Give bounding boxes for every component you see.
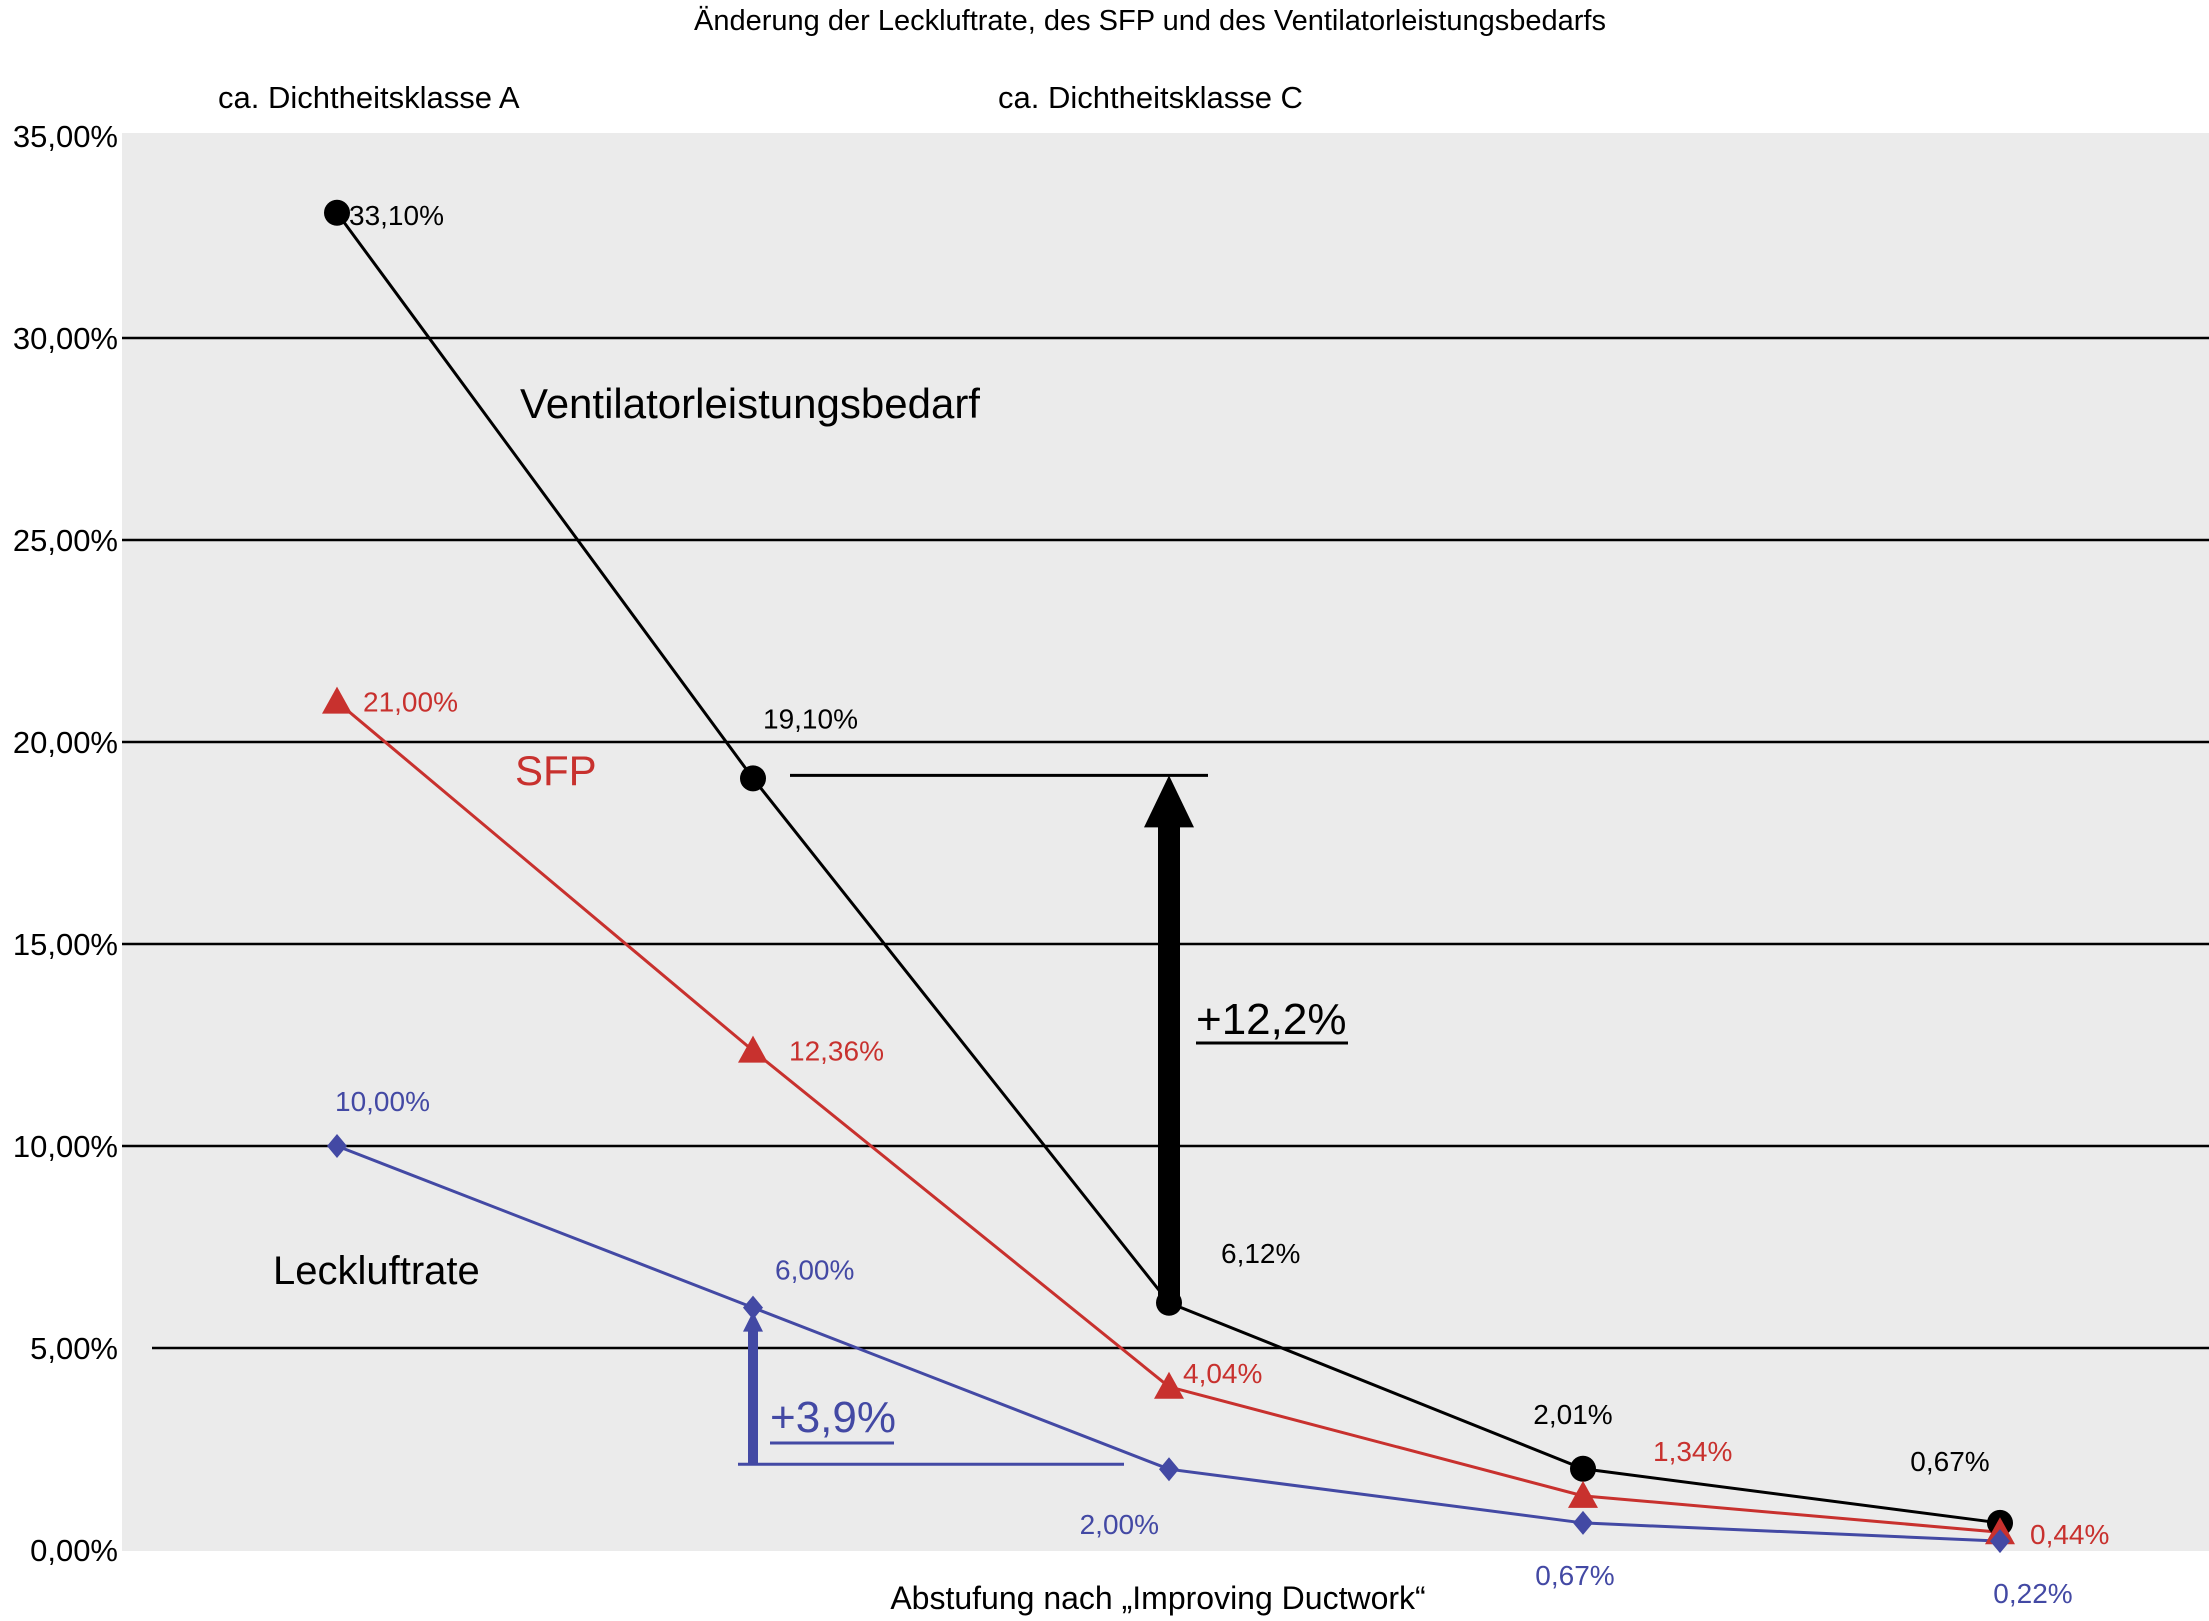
data-label: 6,00%: [775, 1255, 854, 1286]
y-tick-label: 20,00%: [13, 725, 118, 760]
y-tick-label: 15,00%: [13, 927, 118, 962]
y-tick-label: 0,00%: [30, 1533, 118, 1568]
x-axis-label: Abstufung nach „Improving Ductwork“: [890, 1580, 1425, 1616]
y-tick-label: 30,00%: [13, 321, 118, 356]
delta-bracket-black: [790, 773, 1208, 1303]
series-name-black: Ventilatorleistungsbedarf: [520, 380, 980, 427]
annotation-class-c: ca. Dichtheitsklasse C: [998, 80, 1303, 115]
data-label: 2,00%: [1080, 1509, 1159, 1540]
data-label: 2,01%: [1533, 1399, 1612, 1430]
delta-arrow-head-blue: [743, 1311, 763, 1332]
data-point-circle: [1570, 1455, 1596, 1482]
data-label: 12,36%: [789, 1036, 884, 1067]
series-name-blue: Leckluftrate: [273, 1249, 480, 1293]
delta-arrow-shaft-black: [1158, 823, 1180, 1303]
delta-arrow-shaft-blue: [748, 1329, 758, 1465]
data-point-triangle: [1568, 1480, 1598, 1508]
delta-bracket-blue: [738, 1311, 1124, 1466]
data-point-diamond: [327, 1134, 347, 1158]
data-point-triangle: [322, 686, 352, 714]
data-point-circle: [1156, 1289, 1182, 1316]
y-axis-ticks: 0,00% 5,00% 10,00% 15,00% 20,00% 25,00% 30,00%…: [13, 119, 118, 1568]
data-point-diamond: [1159, 1457, 1179, 1482]
y-tick-label: 5,00%: [30, 1331, 118, 1366]
series-name-red: SFP: [515, 747, 597, 794]
data-label: 0,44%: [2030, 1519, 2109, 1550]
y-tick-label: 25,00%: [13, 523, 118, 558]
data-label: 6,12%: [1221, 1238, 1300, 1269]
data-label: 4,04%: [1183, 1358, 1262, 1389]
delta-label-black: +12,2%: [1196, 995, 1346, 1044]
delta-arrow-head-black: [1144, 775, 1194, 828]
series-markers: [322, 199, 2015, 1554]
data-point-triangle: [1154, 1371, 1184, 1399]
chart-title: Änderung der Leckluftrate, des SFP und d…: [694, 5, 1606, 37]
data-point-diamond: [743, 1295, 763, 1320]
data-label: 0,67%: [1910, 1446, 1989, 1477]
data-label: 0,67%: [1535, 1560, 1614, 1591]
data-point-diamond: [1573, 1510, 1593, 1535]
data-label: 33,10%: [349, 200, 444, 231]
data-point-triangle: [738, 1035, 768, 1063]
annotation-class-a: ca. Dichtheitsklasse A: [218, 80, 520, 115]
series-data-labels: 33,10% 19,10% 6,12% 2,01% 0,67% 21,00% 12,36% 4…: [335, 200, 2109, 1609]
data-label: 0,22%: [1993, 1578, 2072, 1609]
delta-label-blue: +3,9%: [770, 1393, 896, 1442]
data-point-diamond: [1990, 1529, 2010, 1554]
data-label: 19,10%: [763, 703, 858, 734]
data-point-circle: [324, 199, 350, 226]
data-label: 1,34%: [1653, 1436, 1732, 1467]
y-tick-label: 35,00%: [13, 119, 118, 154]
y-tick-label: 10,00%: [13, 1129, 118, 1164]
data-point-circle: [740, 765, 766, 792]
data-label: 10,00%: [335, 1086, 430, 1117]
data-label: 21,00%: [363, 687, 458, 718]
